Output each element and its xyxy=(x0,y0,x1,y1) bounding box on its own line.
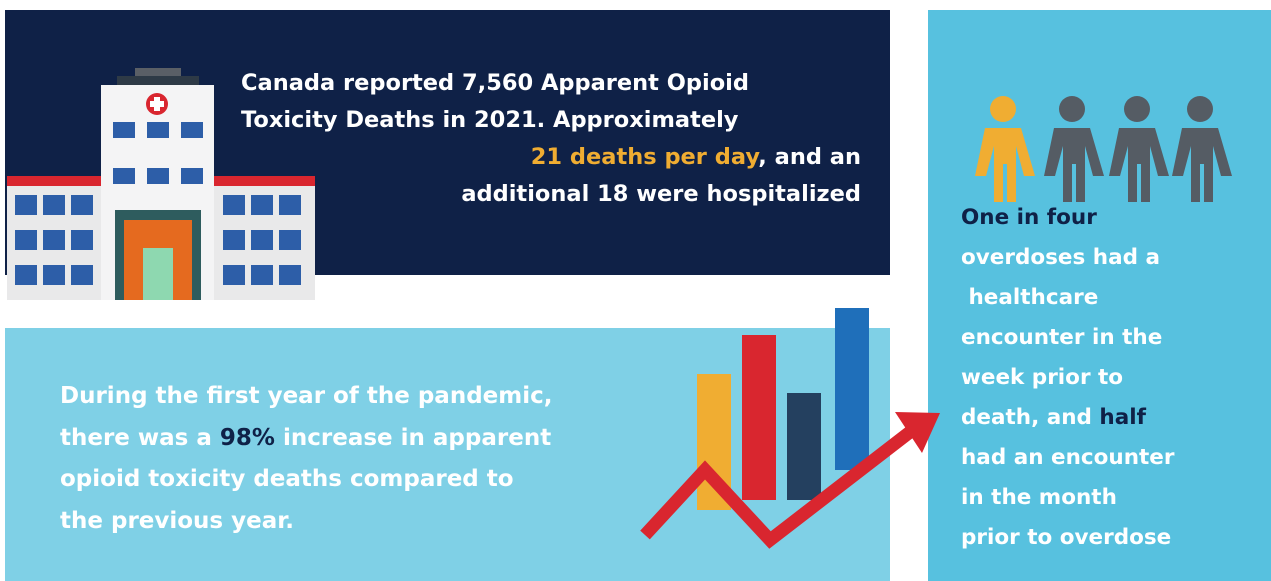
text-line: overdoses had a xyxy=(961,238,1174,278)
text-segment: opioid toxicity deaths compared to xyxy=(60,466,514,492)
text-segment: 98% xyxy=(219,424,275,451)
text-line: During the first year of the pandemic, xyxy=(60,376,553,418)
text-segment: week prior to xyxy=(961,365,1124,390)
text-segment: in the month xyxy=(961,485,1117,510)
text-segment: healthcare xyxy=(961,285,1099,310)
encounter-panel: One in four overdoses had a healthcare enc… xyxy=(928,10,1271,581)
text-segment: Canada reported 7,560 Apparent Opioid xyxy=(241,70,749,96)
text-segment: , and an xyxy=(758,144,861,170)
text-segment: Toxicity Deaths in 2021. Approximately xyxy=(241,107,739,133)
text-line: One in four xyxy=(961,198,1174,238)
text-segment: half xyxy=(1099,405,1146,430)
text-line: prior to overdose xyxy=(961,518,1174,558)
text-line: the previous year. xyxy=(60,501,553,543)
deaths-panel: Canada reported 7,560 Apparent Opioid Tox… xyxy=(5,10,890,275)
text-line: Toxicity Deaths in 2021. Approximately xyxy=(241,102,861,139)
text-segment: 21 deaths per day xyxy=(530,144,759,170)
text-segment: death, and xyxy=(961,405,1100,430)
text-line: opioid toxicity deaths compared to xyxy=(60,459,553,501)
text-segment: the previous year. xyxy=(60,507,295,534)
text-line: additional 18 were hospitalized xyxy=(241,176,861,213)
text-line: 21 deaths per day, and an xyxy=(241,139,861,176)
text-segment: prior to overdose xyxy=(961,525,1172,550)
text-segment: there was a xyxy=(60,424,220,451)
text-line: had an encounter xyxy=(961,438,1174,478)
pandemic-panel: During the first year of the pandemic, th… xyxy=(5,328,890,581)
text-segment: additional 18 were hospitalized xyxy=(461,181,861,207)
text-line: healthcare xyxy=(961,278,1174,318)
text-segment: increase in apparent xyxy=(274,424,552,451)
text-line: Canada reported 7,560 Apparent Opioid xyxy=(241,65,861,102)
panel-text: During the first year of the pandemic, th… xyxy=(60,376,553,542)
text-line: in the month xyxy=(961,478,1174,518)
panel-text: Canada reported 7,560 Apparent Opioid Tox… xyxy=(241,65,861,213)
text-line: encounter in the xyxy=(961,318,1174,358)
text-line: there was a 98% increase in apparent xyxy=(60,418,553,460)
text-line: death, and half xyxy=(961,398,1174,438)
text-segment: overdoses had a xyxy=(961,245,1160,270)
text-segment: had an encounter xyxy=(961,445,1175,470)
text-segment: During the first year of the pandemic, xyxy=(60,383,553,409)
text-line: week prior to xyxy=(961,358,1174,398)
text-segment: encounter in the xyxy=(961,325,1163,350)
panel-text: One in four overdoses had a healthcare enc… xyxy=(961,198,1174,558)
text-segment: One in four xyxy=(961,205,1097,230)
